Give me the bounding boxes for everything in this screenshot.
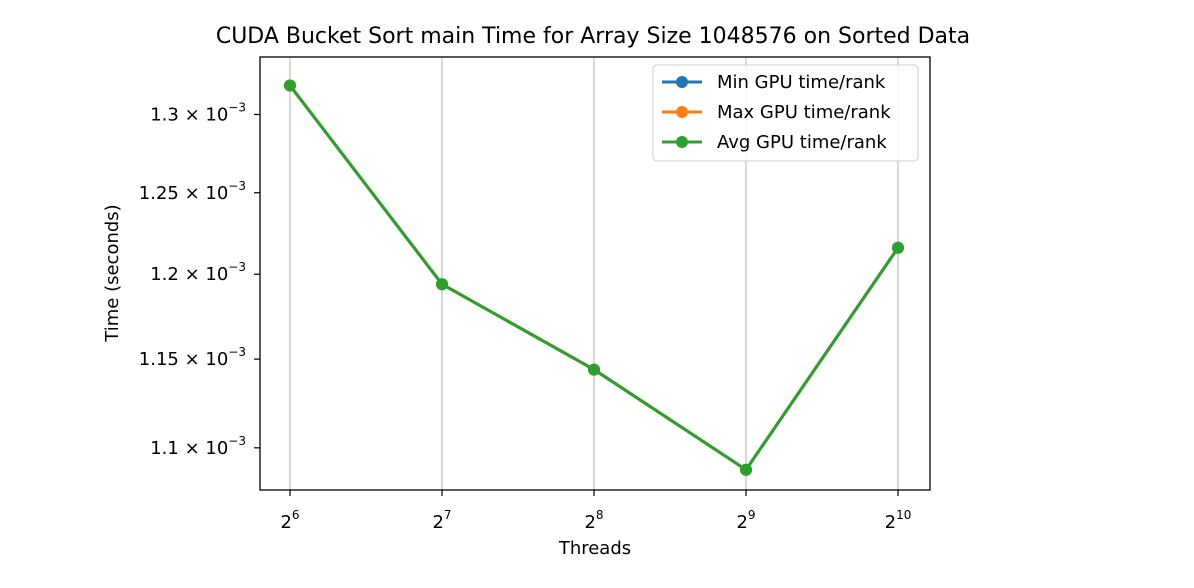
x-tick-label: 27	[432, 508, 451, 533]
y-axis: 1.1 × 10−3 1.15 × 10−3 1.2 × 10−3 1.25 × 10…	[139, 100, 260, 459]
series-layer	[284, 79, 904, 476]
chart-title: CUDA Bucket Sort main Time for Array Siz…	[216, 24, 970, 49]
y-tick-label: 1.1 × 10−3	[150, 434, 246, 459]
legend-swatch-marker	[676, 76, 688, 88]
x-tick-label: 26	[280, 508, 299, 533]
legend-box	[652, 64, 919, 162]
y-tick-label: 1.3 × 10−3	[150, 100, 246, 125]
data-point	[284, 79, 296, 92]
series-3	[284, 79, 904, 476]
data-point	[436, 278, 448, 291]
x-axis: 26 27 28 29 210	[280, 490, 911, 533]
legend-label: Min GPU time/rank	[717, 72, 886, 93]
data-point	[892, 241, 904, 254]
legend-label: Avg GPU time/rank	[717, 132, 887, 153]
y-tick-label: 1.2 × 10−3	[150, 260, 246, 285]
legend: Min GPU time/rank Max GPU time/rank Avg GP…	[652, 64, 919, 162]
y-axis-label: Time (seconds)	[102, 204, 123, 342]
legend-label: Max GPU time/rank	[717, 102, 891, 123]
plot-area-frame	[259, 56, 931, 491]
x-tick-label: 28	[584, 508, 603, 533]
legend-swatch-marker	[676, 136, 688, 148]
data-point	[588, 363, 600, 376]
y-tick-label: 1.25 × 10−3	[139, 179, 246, 204]
data-point	[740, 463, 752, 476]
x-tick-label: 210	[885, 508, 912, 533]
x-axis-label: Threads	[558, 538, 631, 559]
y-tick-label: 1.15 × 10−3	[139, 345, 246, 370]
x-tick-label: 29	[736, 508, 755, 533]
legend-swatch-marker	[676, 106, 688, 118]
